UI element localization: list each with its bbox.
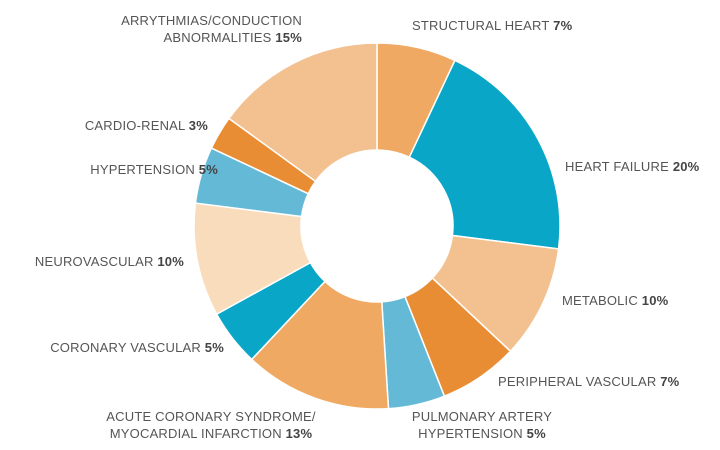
slice-label: HEART FAILURE 20% [565, 158, 720, 175]
slice-label: CARDIO-RENAL 3% [0, 117, 208, 134]
value-label: 5% [526, 426, 546, 441]
value-label: 20% [672, 159, 700, 174]
donut-slice [227, 42, 378, 183]
slice-label: PERIPHERAL VASCULAR 7% [498, 373, 718, 390]
value-label: 5% [198, 162, 218, 177]
value-label: 7% [660, 374, 680, 389]
donut-slice [250, 280, 390, 410]
category-name: CORONARY VASCULAR [50, 340, 201, 355]
slice-label: PULMONARY ARTERY HYPERTENSION 5% [392, 408, 572, 442]
slice-label: NEUROVASCULAR 10% [0, 253, 184, 270]
slice-label: ACUTE CORONARY SYNDROME/ MYOCARDIAL INFA… [71, 408, 351, 442]
category-name: METABOLIC [562, 293, 638, 308]
slice-label: METABOLIC 10% [562, 292, 720, 309]
slice-label: ARRYTHMIAS/CONDUCTION ABNORMALITIES 15% [0, 12, 302, 46]
category-name: STRUCTURAL HEART [412, 18, 550, 33]
value-label: 15% [275, 30, 302, 45]
category-name: PERIPHERAL VASCULAR [498, 374, 657, 389]
category-name: NEUROVASCULAR [34, 254, 154, 269]
slice-label: CORONARY VASCULAR 5% [0, 339, 224, 356]
value-label: 5% [204, 340, 224, 355]
category-name: PULMONARY ARTERY HYPERTENSION [411, 409, 553, 441]
value-label: 10% [641, 293, 669, 308]
value-label: 10% [157, 254, 184, 269]
value-label: 13% [285, 426, 313, 441]
slice-label: HYPERTENSION 5% [0, 161, 218, 178]
value-label: 3% [188, 118, 208, 133]
category-name: CARDIO-RENAL [84, 118, 185, 133]
category-name: HYPERTENSION [90, 162, 195, 177]
category-name: ARRYTHMIAS/CONDUCTION ABNORMALITIES [121, 13, 302, 45]
slice-label: STRUCTURAL HEART 7% [412, 17, 662, 34]
value-label: 7% [553, 18, 573, 33]
category-name: HEART FAILURE [565, 159, 669, 174]
donut-slice [408, 59, 561, 250]
category-name: ACUTE CORONARY SYNDROME/ MYOCARDIAL INFA… [106, 409, 316, 441]
